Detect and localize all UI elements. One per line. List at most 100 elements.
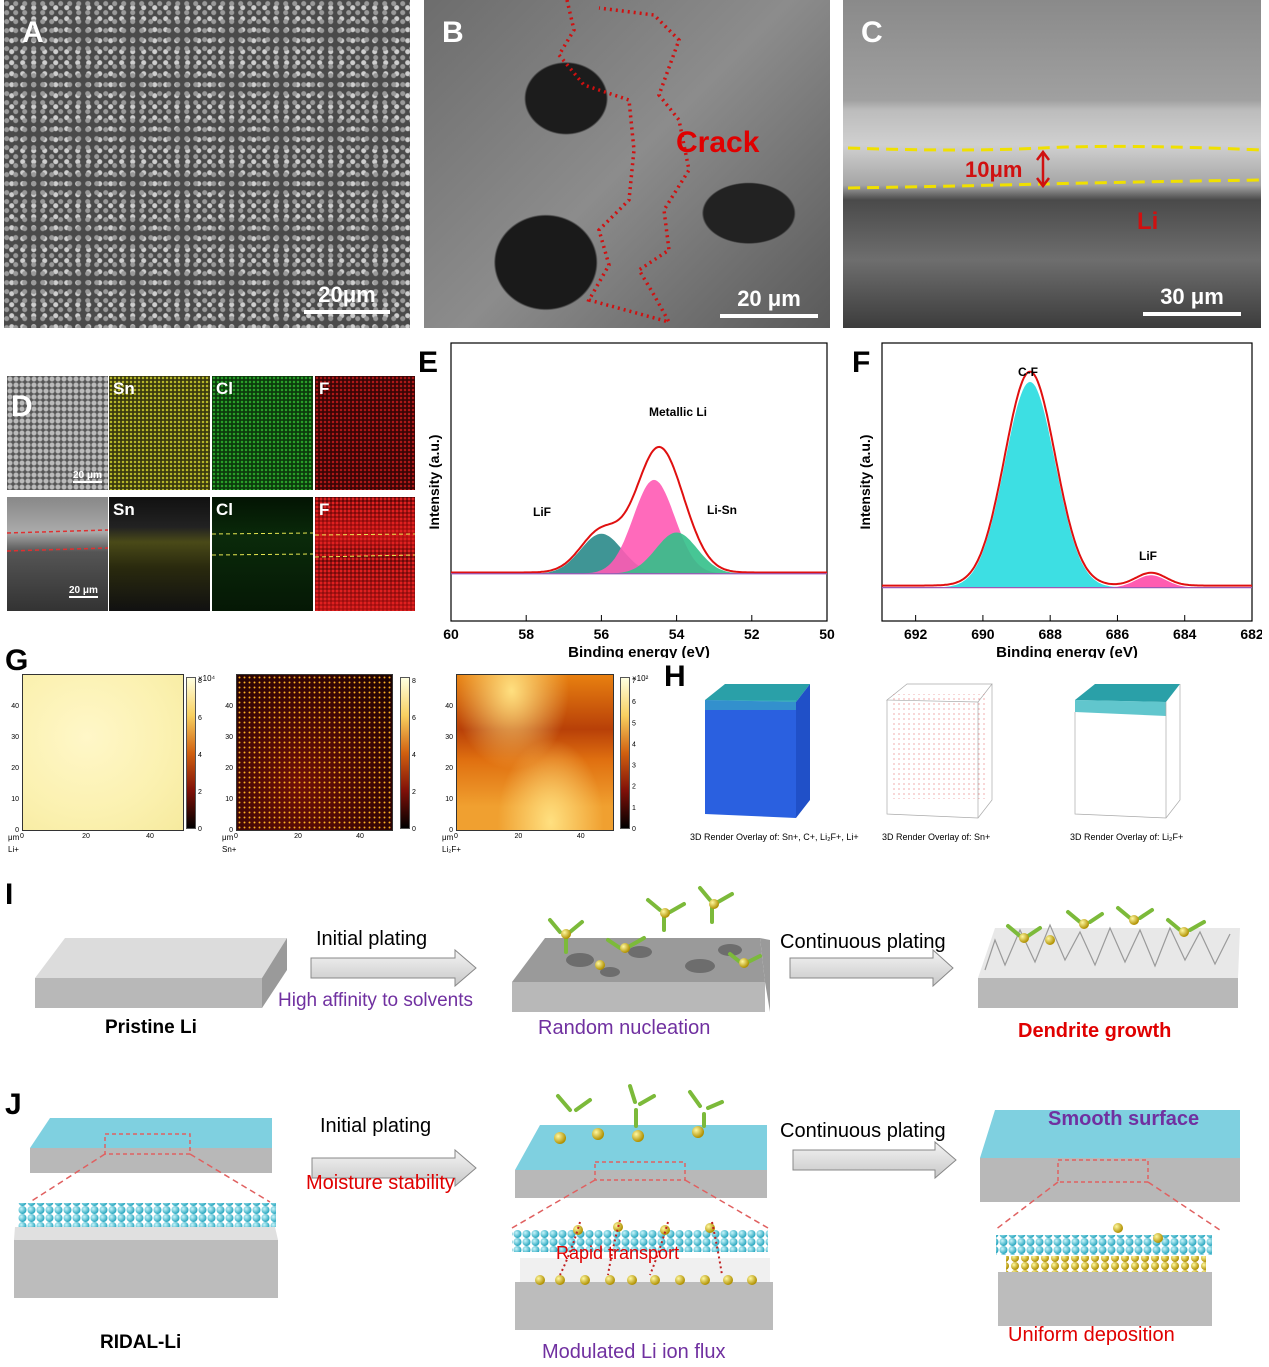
render-caption-sn: 3D Render Overlay of: Sn+ xyxy=(882,832,991,842)
j-step2-label: Continuous plating xyxy=(780,1120,946,1142)
panel-i-letter: I xyxy=(5,878,14,911)
colorbar-tick: 6 xyxy=(632,699,636,706)
edx-label-sn-top: Sn xyxy=(113,379,135,398)
x-tick-label: 688 xyxy=(1039,626,1063,642)
panel-g-letter: G xyxy=(5,644,29,677)
colorbar-tick: 4 xyxy=(412,752,416,759)
tof-ion-sn: Sn+ xyxy=(222,845,237,854)
tof-y-tick: 20 xyxy=(11,765,19,772)
x-tick-label: 686 xyxy=(1106,626,1130,642)
xps-li1s-chart: 60 58 56 54 52 50 Binding energy (eV) Intensity… xyxy=(426,342,835,658)
tof-unit-sn: μm xyxy=(222,833,234,842)
render-cube-overlay xyxy=(705,684,810,818)
edx-label-f-top: F xyxy=(319,379,330,398)
i-start-label: Pristine Li xyxy=(105,1017,197,1038)
tof-map-sn xyxy=(236,674,393,831)
peak-label: C-F xyxy=(1018,365,1038,379)
crack-label: Crack xyxy=(676,126,760,159)
thickness-label: 10μm xyxy=(965,157,1023,182)
colorbar-tick: 0 xyxy=(412,826,416,833)
panel-j-letter: J xyxy=(5,1088,22,1121)
render-cube-sn xyxy=(886,683,993,819)
panel-a-letter: A xyxy=(22,16,44,49)
tof-x-tick: 0 xyxy=(20,833,24,840)
tof-colorbar-sn xyxy=(400,677,410,829)
tof-x-tick: 40 xyxy=(146,833,154,840)
x-tick-label: 690 xyxy=(971,626,995,642)
x-tick-label: 684 xyxy=(1173,626,1197,642)
tof-y-tick: 0 xyxy=(15,827,19,834)
tof-y-tick: 10 xyxy=(11,796,19,803)
colorbar-tick: 0 xyxy=(632,826,636,833)
panel-c-sem-image: 10μm Li C 30 μm xyxy=(843,0,1261,328)
schematic-j xyxy=(14,1084,1240,1330)
colorbar-tick: 7 xyxy=(632,678,636,685)
j-end-top-label: Smooth surface xyxy=(1048,1108,1200,1130)
panel-a-sem-image: A 20μm xyxy=(4,0,410,328)
edx-label-f-bottom: F xyxy=(319,500,330,519)
edx-label-cl-top: Cl xyxy=(216,379,233,398)
x-axis-label: Binding energy (eV) xyxy=(568,644,710,658)
envelope-line xyxy=(451,445,827,574)
tof-y-tick: 0 xyxy=(229,827,233,834)
i-step1-note: High affinity to solvents xyxy=(278,990,474,1011)
x-tick-label: 56 xyxy=(594,626,610,642)
panel-d-scale-top: 20 μm xyxy=(73,470,102,483)
j-end-label: Uniform deposition xyxy=(1008,1324,1175,1346)
tof-y-tick: 30 xyxy=(11,734,19,741)
edx-map-sn-bottom: Sn xyxy=(109,497,210,611)
x-tick-label: 682 xyxy=(1240,626,1262,642)
y-axis-label: Intensity (a.u.) xyxy=(857,435,873,530)
edx-map-cl-bottom: Cl xyxy=(212,497,313,611)
panel-d-scale-bottom: 20 μm xyxy=(69,585,98,598)
colorbar-tick: 2 xyxy=(632,784,636,791)
colorbar-tick: 6 xyxy=(412,715,416,722)
y-axis-label: Intensity (a.u.) xyxy=(426,435,442,530)
x-tick-label: 692 xyxy=(904,626,928,642)
tof-x-tick: 20 xyxy=(82,833,90,840)
xps-f1s-chart: 692 690 688 686 684 682 Binding energy (eV) Int… xyxy=(857,342,1262,658)
x-tick-label: 52 xyxy=(744,626,760,642)
panel-d-letter: D xyxy=(11,390,33,423)
tof-x-tick: 20 xyxy=(294,833,302,840)
tof-x-tick: 40 xyxy=(577,833,585,840)
i-step1-label: Initial plating xyxy=(316,928,428,950)
colorbar-tick: 0 xyxy=(198,826,202,833)
colorbar-tick: 2 xyxy=(412,789,416,796)
x-tick-label: 50 xyxy=(819,626,835,642)
panel-d-sem-bottom: 20 μm xyxy=(7,497,108,611)
tof-x-tick: 20 xyxy=(515,833,523,840)
colorbar-tick: 1 xyxy=(632,805,636,812)
panel-b-scalebar: 20 μm xyxy=(720,286,818,318)
panel-c-scale-label: 30 μm xyxy=(1160,284,1224,309)
colorbar-tick: 8 xyxy=(198,678,202,685)
j-step1-note: Moisture stability xyxy=(306,1172,455,1194)
render-cube-lif xyxy=(1074,684,1181,819)
tof-y-tick: 30 xyxy=(225,734,233,741)
tof-y-tick: 40 xyxy=(11,703,19,710)
i-step2-label: Continuous plating xyxy=(780,931,946,953)
edx-map-f-top: F xyxy=(315,376,415,490)
panel-a-scale-label: 20μm xyxy=(318,282,376,307)
edx-map-sn-top: Sn xyxy=(109,376,210,490)
tof-y-tick: 40 xyxy=(445,703,453,710)
tof-ion-li: Li+ xyxy=(8,845,19,854)
tof-x-tick: 0 xyxy=(454,833,458,840)
j-mid-note: Rapid transport xyxy=(556,1243,680,1263)
j-start-label: RIDAL-Li xyxy=(100,1332,182,1353)
edx-map-f-bottom: F xyxy=(315,497,415,611)
tof-unit-li: μm xyxy=(8,833,20,842)
tof-unit-lif: μm xyxy=(442,833,454,842)
tof-y-tick: 20 xyxy=(445,765,453,772)
tof-x-tick: 40 xyxy=(356,833,364,840)
colorbar-tick: 6 xyxy=(198,715,202,722)
li-layer-label: Li xyxy=(1137,208,1159,235)
panel-d-sem-top: D 20 μm xyxy=(7,376,108,490)
tof-map-lif xyxy=(456,674,614,831)
peak-metallic-li xyxy=(451,479,827,574)
peak-c-f xyxy=(882,381,1252,588)
j-mid-label: Modulated Li ion flux xyxy=(542,1341,726,1363)
peak-label: LiF xyxy=(1139,549,1157,563)
envelope-line xyxy=(882,370,1252,587)
tof-y-tick: 20 xyxy=(225,765,233,772)
